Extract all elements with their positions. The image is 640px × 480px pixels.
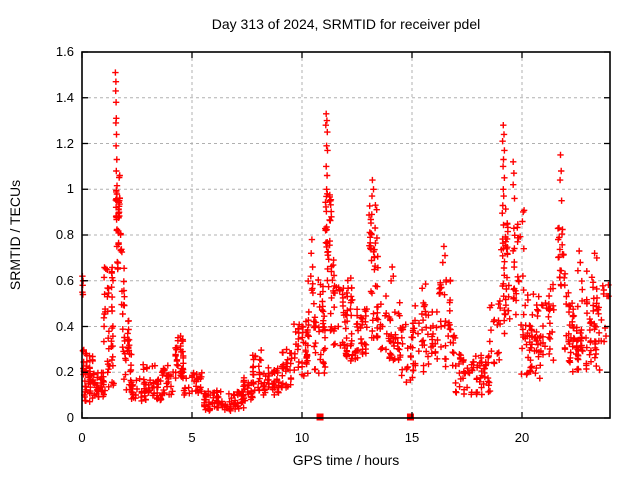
y-tick-label: 0.4 bbox=[55, 318, 74, 334]
axis-event-marker bbox=[406, 413, 414, 421]
scatter-points bbox=[79, 69, 612, 414]
y-tick-label: 0 bbox=[66, 410, 74, 425]
y-tick-label: 1.4 bbox=[55, 89, 74, 105]
x-axis-label: GPS time / hours bbox=[292, 452, 400, 468]
y-tick-label: 0.6 bbox=[55, 272, 74, 288]
x-tick-label: 20 bbox=[514, 430, 530, 445]
x-tick-label: 5 bbox=[188, 430, 196, 445]
x-tick-label: 15 bbox=[404, 430, 420, 445]
y-tick-label: 0.2 bbox=[55, 364, 74, 380]
x-tick-label: 10 bbox=[294, 430, 310, 445]
y-tick-label: 1.6 bbox=[55, 44, 74, 59]
x-tick-label: 0 bbox=[78, 430, 86, 445]
y-tick-label: 1 bbox=[66, 181, 74, 197]
y-tick-label: 1.2 bbox=[55, 135, 74, 151]
chart-title: Day 313 of 2024, SRMTID for receiver pde… bbox=[211, 16, 481, 32]
axis-event-marker bbox=[316, 413, 324, 421]
y-tick-label: 0.8 bbox=[55, 227, 74, 242]
